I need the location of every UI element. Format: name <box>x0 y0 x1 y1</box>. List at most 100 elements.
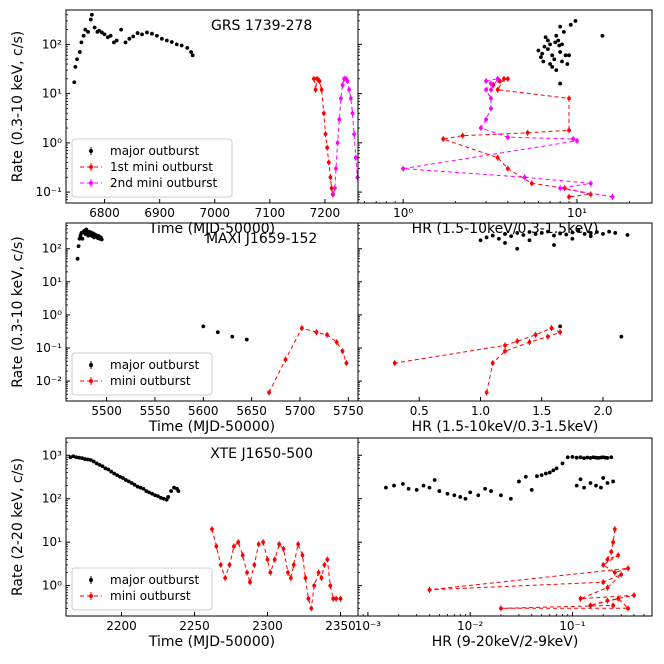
data-point <box>441 137 446 141</box>
data-point <box>135 31 140 35</box>
data-point <box>553 40 558 45</box>
y-axis-label: Rate (0.3-10 keV, c/s) <box>10 31 26 182</box>
data-point <box>328 175 333 180</box>
data-point <box>527 340 532 345</box>
data-point <box>153 493 157 498</box>
data-point <box>159 36 164 41</box>
x-tick-label: 10⁻³ <box>355 619 382 633</box>
data-point <box>77 50 82 54</box>
x-tick-label: 6900 <box>144 206 175 220</box>
data-point <box>478 238 483 243</box>
data-point <box>554 466 559 471</box>
data-point <box>215 330 220 335</box>
data-point <box>601 580 606 585</box>
series-line <box>268 327 347 393</box>
series-1st-mini-outburst <box>312 75 335 198</box>
data-point <box>91 459 96 464</box>
legend-box <box>71 138 233 198</box>
data-point <box>575 138 579 143</box>
data-point <box>272 557 277 562</box>
data-point <box>108 33 113 38</box>
legend: major outburst 1st mini outburst 2nd mini … <box>71 138 233 198</box>
data-point <box>536 48 541 53</box>
y-tick-label: 10⁰ <box>42 136 62 150</box>
data-point <box>552 243 556 247</box>
data-point <box>338 596 343 601</box>
data-point <box>558 330 563 335</box>
data-point <box>99 30 104 35</box>
x-axis-label: Time (MJD-50000) <box>148 419 275 435</box>
data-point <box>344 361 349 365</box>
data-point <box>79 40 84 45</box>
data-point <box>432 478 437 482</box>
data-point <box>317 79 322 83</box>
plot-frame <box>357 9 653 204</box>
data-point <box>268 570 273 575</box>
data-layer <box>75 227 349 396</box>
x-tick-label: 6800 <box>89 206 120 220</box>
data-point <box>88 17 93 22</box>
x-tick-label: 7200 <box>310 206 341 220</box>
data-point <box>132 482 137 487</box>
data-point <box>495 76 500 81</box>
data-point <box>325 332 329 337</box>
data-point <box>542 44 547 49</box>
data-point <box>551 468 556 473</box>
data-point <box>421 483 426 488</box>
legend-marker <box>89 181 93 185</box>
data-point <box>499 606 503 611</box>
data-point <box>529 181 534 186</box>
data-point <box>490 361 495 365</box>
series-mini-outburst <box>392 325 563 396</box>
data-point <box>571 137 576 141</box>
legend: major outburst mini outburst <box>71 352 213 396</box>
data-point <box>80 236 85 241</box>
data-point <box>545 38 550 43</box>
x-axis-label: Time (MJD-50000) <box>148 221 275 237</box>
data-point <box>296 542 301 547</box>
y-tick-label: 10¹ <box>42 535 62 549</box>
data-point <box>427 485 432 490</box>
panel-maxi-time: 5500 5550 5600 5650 5700 5750 10⁻² 10⁻¹ 10⁰ 10¹ 10… <box>10 222 364 435</box>
data-point <box>558 50 563 54</box>
data-point <box>483 486 488 491</box>
data-point <box>88 458 93 462</box>
data-point <box>484 87 488 92</box>
data-point <box>300 553 305 558</box>
data-point <box>138 485 143 490</box>
data-point <box>337 117 342 122</box>
x-tick-label: 5550 <box>140 404 171 418</box>
y-tick-label: 10² <box>42 242 62 256</box>
data-point <box>74 455 79 460</box>
data-point <box>561 29 566 34</box>
data-point <box>556 38 561 43</box>
data-point <box>401 481 405 486</box>
data-point <box>92 25 97 30</box>
data-point <box>554 68 559 73</box>
data-point <box>567 128 571 133</box>
data-point <box>570 230 575 235</box>
data-point <box>539 231 544 235</box>
data-point <box>554 33 559 38</box>
data-point <box>574 483 579 488</box>
data-point <box>127 36 132 41</box>
data-point <box>339 96 343 101</box>
data-point <box>115 473 119 477</box>
data-point <box>558 186 563 191</box>
legend-marker <box>89 363 93 367</box>
data-point <box>277 542 282 547</box>
x-tick-label: 0.5 <box>410 404 429 418</box>
y-tick-label: 10³ <box>42 448 62 462</box>
x-tick-label: 5600 <box>188 404 219 418</box>
data-point <box>71 454 76 459</box>
data-point <box>150 491 155 496</box>
data-point <box>458 495 463 499</box>
data-point <box>489 96 493 101</box>
legend-box <box>71 567 213 611</box>
data-point <box>99 237 104 242</box>
data-point <box>563 53 568 58</box>
data-point <box>499 493 503 498</box>
x-tick-label: 1.5 <box>532 404 551 418</box>
x-tick-label: 2200 <box>106 619 137 633</box>
data-point <box>123 478 128 482</box>
